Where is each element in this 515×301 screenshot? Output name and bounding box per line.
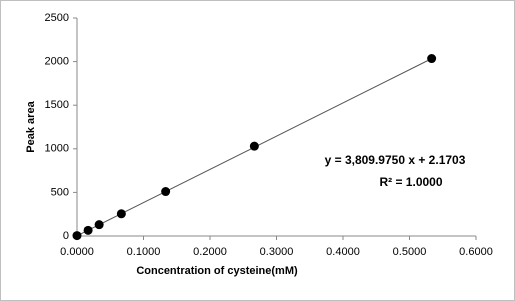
x-tick-label: 0.6000 [459,246,493,258]
y-tick-label: 0 [63,230,69,242]
y-tick-label: 1000 [45,143,69,155]
data-point [427,54,437,64]
data-point [83,225,93,235]
data-point [116,209,126,219]
x-tick-label: 0.3000 [260,246,294,258]
x-tick-label: 0.1000 [127,246,161,258]
x-tick-label: 0.2000 [193,246,227,258]
y-axis-label: Peak area [25,100,37,152]
x-tick-label: 0.4000 [326,246,360,258]
x-tick-label: 0.0000 [60,246,94,258]
y-tick-label: 2000 [45,56,69,68]
data-point [249,141,259,151]
x-axis-label: Concentration of cysteine(mM) [136,265,298,277]
y-tick-label: 1500 [45,99,69,111]
y-tick-label: 500 [51,186,69,198]
x-tick-label: 0.5000 [393,246,427,258]
data-point [94,220,104,230]
equation: y = 3,809.9750 x + 2.1703 [325,153,466,167]
data-point [161,187,171,197]
r-squared: R² = 1.0000 [379,175,442,189]
data-point [72,231,82,241]
y-tick-label: 2500 [45,12,69,24]
